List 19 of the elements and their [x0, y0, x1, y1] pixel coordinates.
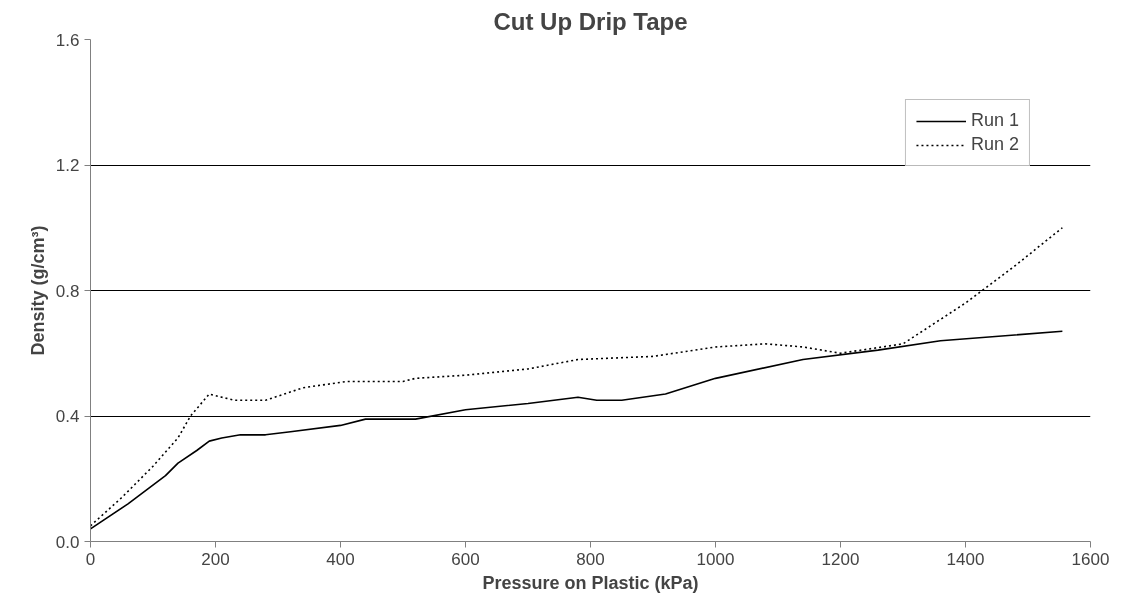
- x-axis-title: Pressure on Plastic (kPa): [482, 572, 699, 593]
- x-tick-label: 1200: [821, 549, 860, 569]
- y-tick-label: 0.8: [55, 281, 80, 301]
- x-tick-label: 200: [201, 549, 230, 569]
- y-tick-label: 0.4: [55, 407, 80, 426]
- y-tick-label: 1.6: [55, 30, 80, 50]
- legend-label: Run 1: [970, 110, 1019, 131]
- x-tick-label: 1000: [696, 549, 735, 569]
- x-tick-label: 400: [326, 549, 355, 569]
- x-tick-label: 800: [576, 549, 605, 569]
- chart-title: Cut Up Drip Tape: [493, 7, 688, 35]
- legend-label: Run 2: [970, 134, 1019, 155]
- x-tick-label: 1400: [946, 549, 985, 569]
- y-tick-label: 1.2: [55, 156, 80, 175]
- x-tick-label: 600: [451, 549, 480, 569]
- y-axis-title: Density (g/cm³): [27, 225, 48, 356]
- y-tick-label: 0.0: [55, 532, 80, 552]
- x-tick-label: 1600: [1071, 549, 1110, 569]
- x-tick-label: 0: [85, 549, 96, 569]
